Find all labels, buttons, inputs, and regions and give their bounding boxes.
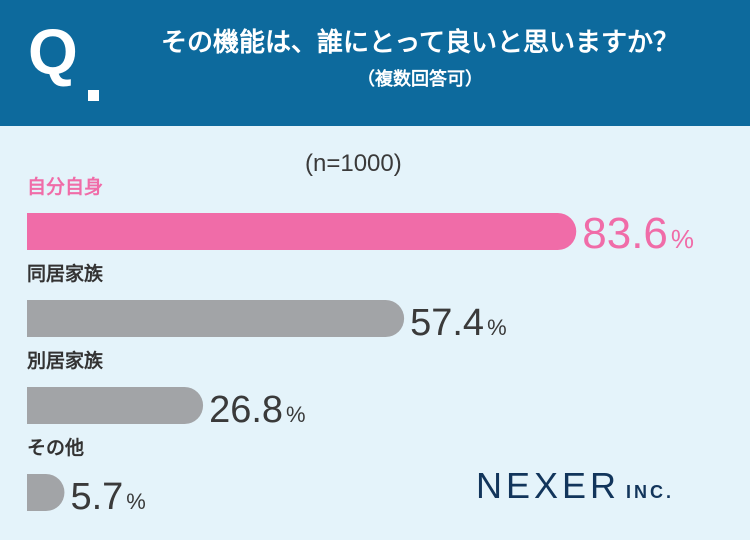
sample-size-label: (n=1000) xyxy=(305,150,402,177)
question-title: その機能は、誰にとって良いと思いますか？ xyxy=(161,28,679,58)
question-subtitle: （複数回答可） xyxy=(357,69,483,90)
value-label: 83.6% xyxy=(582,209,694,258)
bar xyxy=(27,213,577,250)
value-label: 57.4% xyxy=(410,302,507,344)
question-header: Q その機能は、誰にとって良いと思いますか？ （複数回答可） xyxy=(0,0,750,126)
category-label: その他 xyxy=(27,436,84,459)
question-mark: Q xyxy=(28,16,78,88)
nexer-logo: NEXER INC. xyxy=(476,468,674,504)
bar xyxy=(27,474,65,511)
logo-suffix: INC. xyxy=(626,482,675,502)
value-label: 26.8% xyxy=(209,389,306,431)
category-label: 別居家族 xyxy=(27,349,104,372)
bar xyxy=(27,387,204,424)
category-label: 自分自身 xyxy=(27,175,103,198)
logo-main: NEXER xyxy=(476,465,621,506)
question-dot xyxy=(88,90,99,101)
bar xyxy=(27,300,405,337)
value-label: 5.7% xyxy=(70,476,145,518)
category-label: 同居家族 xyxy=(27,262,104,285)
